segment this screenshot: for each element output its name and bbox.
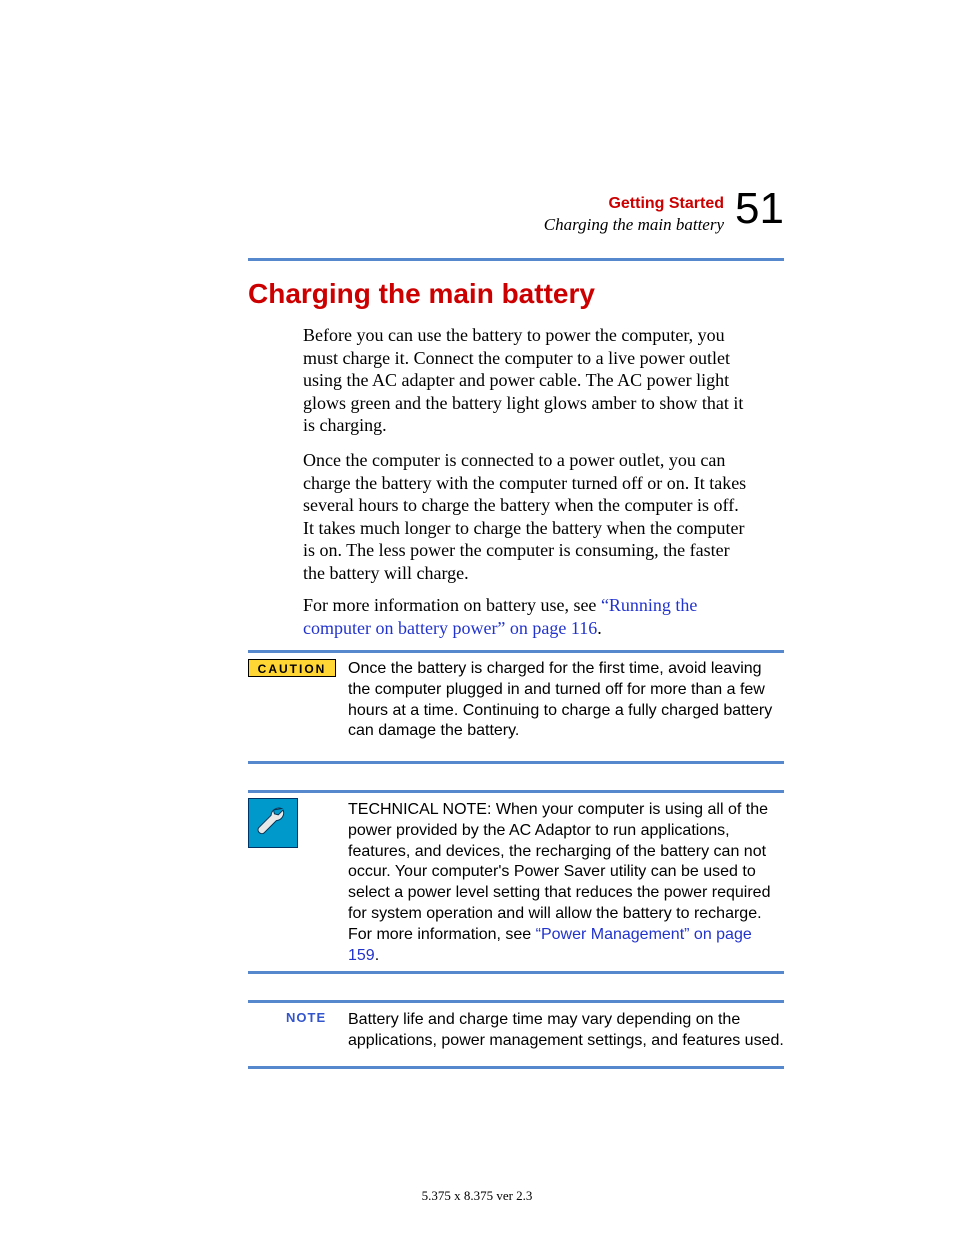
caution-text: Once the battery is charged for the firs… xyxy=(348,659,784,742)
footer-text: 5.375 x 8.375 ver 2.3 xyxy=(0,1188,954,1204)
page: Getting Started Charging the main batter… xyxy=(0,0,954,1235)
note-text: Battery life and charge time may vary de… xyxy=(348,1010,784,1052)
divider xyxy=(248,790,784,793)
main-heading: Charging the main battery xyxy=(248,278,595,310)
divider xyxy=(248,761,784,764)
note-badge: NOTE xyxy=(286,1010,326,1025)
wrench-icon xyxy=(248,798,298,848)
divider xyxy=(248,650,784,653)
body-text: For more information on battery use, see xyxy=(303,595,601,615)
divider xyxy=(248,1000,784,1003)
caution-badge: CAUTION xyxy=(248,659,336,677)
body-text: . xyxy=(597,618,602,638)
body-paragraph: For more information on battery use, see… xyxy=(303,594,754,639)
divider xyxy=(248,971,784,974)
technote-body: TECHNICAL NOTE: When your computer is us… xyxy=(348,801,770,943)
body-paragraph: Before you can use the battery to power … xyxy=(303,324,754,437)
page-header: Getting Started Charging the main batter… xyxy=(544,195,724,235)
technote-suffix: . xyxy=(375,947,379,964)
divider xyxy=(248,1066,784,1069)
chapter-title: Getting Started xyxy=(544,195,724,213)
technical-note-text: TECHNICAL NOTE: When your computer is us… xyxy=(348,800,784,966)
header-rule xyxy=(248,258,784,261)
page-number: 51 xyxy=(735,184,784,234)
section-subtitle: Charging the main battery xyxy=(544,215,724,235)
body-paragraph: Once the computer is connected to a powe… xyxy=(303,449,754,584)
